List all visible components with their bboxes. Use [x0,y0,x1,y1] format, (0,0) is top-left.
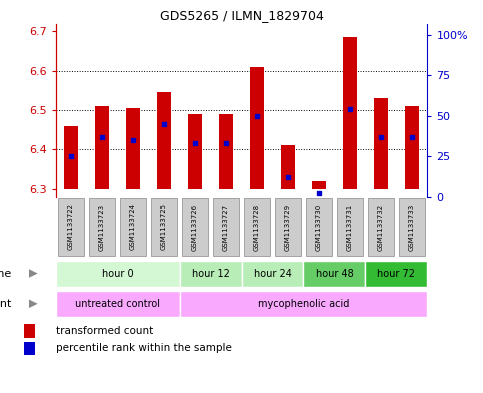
Text: untreated control: untreated control [75,299,160,309]
Text: GSM1133724: GSM1133724 [130,204,136,250]
FancyBboxPatch shape [306,198,332,256]
FancyBboxPatch shape [182,198,208,256]
Title: GDS5265 / ILMN_1829704: GDS5265 / ILMN_1829704 [159,9,324,22]
FancyBboxPatch shape [180,261,242,286]
FancyBboxPatch shape [399,198,425,256]
FancyBboxPatch shape [303,261,366,286]
Text: GSM1133723: GSM1133723 [99,204,105,250]
Text: GSM1133731: GSM1133731 [347,203,353,251]
FancyBboxPatch shape [242,261,303,286]
FancyBboxPatch shape [56,291,180,317]
Bar [188,114,202,189]
Text: GSM1133727: GSM1133727 [223,204,229,250]
Text: transformed count: transformed count [56,325,153,336]
Bar [219,114,233,189]
Text: GSM1133728: GSM1133728 [254,204,260,250]
Bar [405,106,419,189]
Text: percentile rank within the sample: percentile rank within the sample [56,343,232,353]
Bar [281,145,295,189]
FancyBboxPatch shape [56,261,180,286]
Text: GSM1133722: GSM1133722 [68,204,74,250]
Text: hour 72: hour 72 [377,268,415,279]
Bar [95,106,109,189]
Text: hour 48: hour 48 [315,268,354,279]
FancyBboxPatch shape [244,198,270,256]
FancyBboxPatch shape [275,198,301,256]
Text: GSM1133733: GSM1133733 [409,203,415,251]
Bar [374,98,388,189]
Bar [24,342,35,355]
Text: GSM1133732: GSM1133732 [378,204,384,250]
FancyBboxPatch shape [337,198,363,256]
FancyBboxPatch shape [89,198,115,256]
FancyBboxPatch shape [180,291,427,317]
Text: time: time [0,268,12,279]
Text: agent: agent [0,299,12,309]
FancyBboxPatch shape [366,261,427,286]
Text: GSM1133725: GSM1133725 [161,204,167,250]
Text: hour 12: hour 12 [192,268,229,279]
Bar [157,92,171,189]
Text: hour 0: hour 0 [102,268,133,279]
Bar [312,181,326,189]
Text: GSM1133730: GSM1133730 [316,203,322,251]
Text: GSM1133726: GSM1133726 [192,204,198,250]
Text: hour 24: hour 24 [254,268,291,279]
Bar [24,324,35,338]
Text: mycophenolic acid: mycophenolic acid [258,299,349,309]
Bar [250,67,264,189]
Bar [343,37,357,189]
FancyBboxPatch shape [151,198,177,256]
FancyBboxPatch shape [120,198,146,256]
FancyBboxPatch shape [368,198,394,256]
FancyBboxPatch shape [58,198,84,256]
Bar [126,108,140,189]
FancyBboxPatch shape [213,198,239,256]
Text: GSM1133729: GSM1133729 [285,204,291,250]
Bar [64,126,78,189]
